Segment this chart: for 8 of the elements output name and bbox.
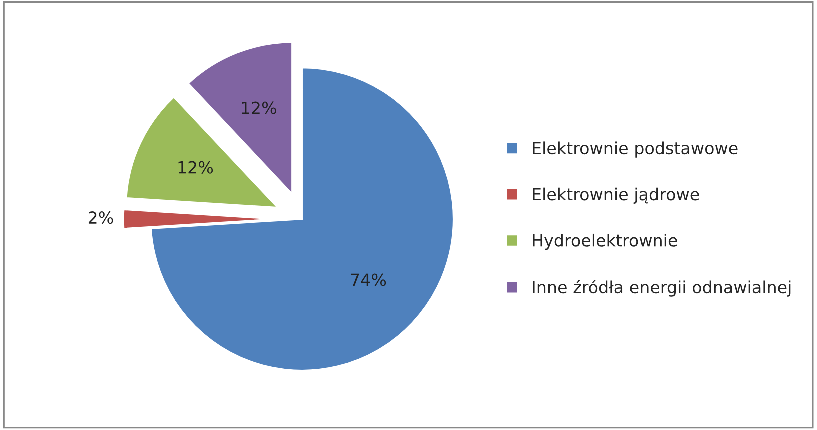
legend-label: Hydroelektrownie: [533, 234, 678, 250]
data-label: 2%: [88, 212, 114, 224]
legend-label: Elektrownie jądrowe: [533, 188, 700, 204]
data-label: 74%: [351, 274, 386, 286]
legend-label: Elektrownie podstawowe: [533, 142, 738, 158]
data-label: 12%: [178, 161, 214, 174]
data-label: 12%: [242, 102, 276, 114]
legend-label: Inne źródła energii odnawialnej: [533, 280, 791, 297]
